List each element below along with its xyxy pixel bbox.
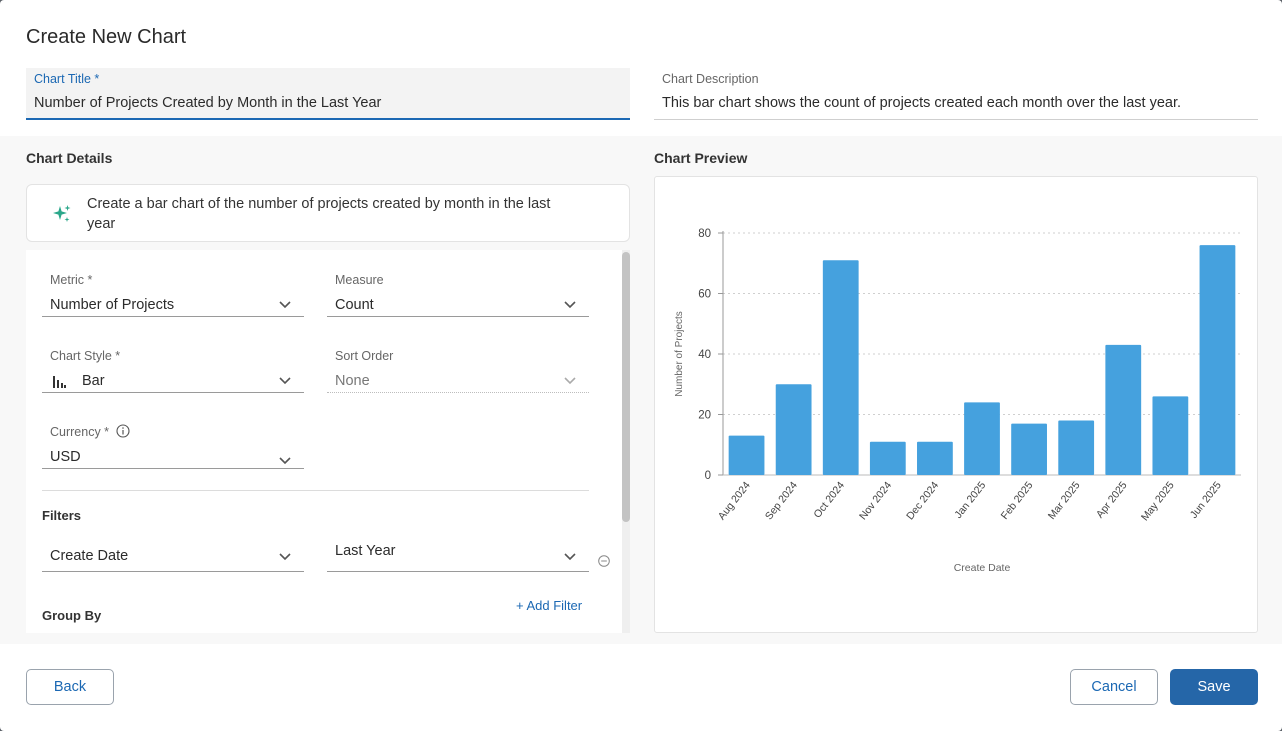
filter-value-select[interactable]: Last Year: [327, 528, 589, 572]
currency-value: USD: [50, 449, 81, 465]
bar: [822, 260, 859, 475]
chart-description-field[interactable]: Chart Description This bar chart shows t…: [654, 68, 1258, 120]
bar: [775, 384, 812, 475]
cancel-button[interactable]: Cancel: [1070, 669, 1158, 705]
x-tick-label: Oct 2024: [811, 479, 847, 520]
sort-order-label: Sort Order: [335, 349, 394, 363]
chart-title-label: Chart Title *: [34, 72, 100, 86]
ai-prompt-box: Create a bar chart of the number of proj…: [26, 184, 630, 242]
y-axis-title: Number of Projects: [674, 311, 685, 397]
bar: [1199, 245, 1236, 475]
dialog-title: Create New Chart: [26, 26, 187, 48]
chart-preview-card: 0 20 40 60 80 Aug 2024 Sep 2024 Oct 2024 Nov 202…: [654, 176, 1258, 633]
back-button[interactable]: Back: [26, 669, 114, 705]
metric-label: Metric *: [50, 273, 93, 287]
x-tick-label: Jan 2025: [952, 479, 988, 521]
bar-chart-icon: [53, 376, 66, 388]
chart-preview-heading: Chart Preview: [654, 150, 748, 166]
remove-filter-icon[interactable]: [598, 555, 610, 567]
chart-style-label: Chart Style *: [50, 349, 121, 363]
measure-label: Measure: [335, 273, 384, 287]
x-tick-label: Apr 2025: [1094, 479, 1130, 520]
add-filter-button[interactable]: + Add Filter: [516, 598, 583, 613]
sort-order-value: None: [335, 373, 370, 389]
save-button[interactable]: Save: [1170, 669, 1258, 705]
chevron-down-icon: [279, 457, 291, 465]
chart-style-select[interactable]: Chart Style * Bar: [42, 349, 304, 393]
currency-label: Currency *: [50, 425, 110, 439]
filter-field-select[interactable]: Create Date: [42, 528, 304, 572]
sparkle-icon: [53, 205, 71, 222]
bar: [728, 435, 765, 475]
chart-description-input[interactable]: This bar chart shows the count of projec…: [662, 95, 1182, 111]
filters-heading: Filters: [42, 508, 82, 523]
bar: [917, 441, 953, 475]
chevron-down-icon: [564, 377, 576, 385]
metric-value: Number of Projects: [50, 297, 175, 313]
y-tick-label: 60: [698, 289, 711, 301]
chart-description-label: Chart Description: [662, 72, 759, 86]
chart-title-field[interactable]: Chart Title * Number of Projects Created…: [26, 68, 630, 120]
chevron-down-icon: [564, 301, 576, 309]
x-tick-label: May 2025: [1139, 479, 1177, 523]
bar: [869, 441, 906, 475]
scrollbar-thumb[interactable]: [622, 252, 630, 522]
currency-select[interactable]: Currency * USD: [42, 424, 304, 469]
x-tick-label: Mar 2025: [1046, 479, 1083, 521]
sort-order-select: Sort Order None: [327, 349, 589, 393]
x-axis-title: Create Date: [954, 562, 1011, 574]
section-divider: [42, 490, 589, 491]
chevron-down-icon: [564, 553, 576, 561]
bar-chart: 0 20 40 60 80 Aug 2024 Sep 2024 Oct 2024 Nov 202…: [674, 228, 1241, 574]
chevron-down-icon: [279, 553, 291, 561]
chevron-down-icon: [279, 377, 291, 385]
chart-details-heading: Chart Details: [26, 150, 113, 166]
bar: [1011, 423, 1047, 475]
filter-field-value: Create Date: [50, 548, 129, 564]
x-tick-label: Jun 2025: [1188, 479, 1224, 521]
bar: [1152, 396, 1189, 475]
y-tick-label: 40: [698, 349, 711, 361]
bar: [1105, 344, 1142, 475]
x-tick-label: Dec 2024: [904, 479, 941, 522]
filter-value: Last Year: [335, 543, 396, 559]
bar: [964, 402, 1000, 475]
y-tick-label: 0: [705, 470, 711, 482]
measure-select[interactable]: Measure Count: [327, 273, 589, 317]
ai-prompt-text: Create a bar chart of the number of proj…: [87, 196, 551, 232]
measure-value: Count: [335, 297, 374, 313]
chevron-down-icon: [279, 301, 291, 309]
form-scrollbar[interactable]: [622, 250, 630, 633]
x-tick-label: Feb 2025: [999, 479, 1036, 521]
bar: [1058, 420, 1095, 475]
metric-select[interactable]: Metric * Number of Projects: [42, 273, 304, 317]
group-by-heading: Group By: [42, 608, 102, 623]
x-tick-label: Aug 2024: [716, 479, 753, 522]
x-tick-label: Sep 2024: [763, 479, 800, 522]
x-tick-label: Nov 2024: [857, 479, 894, 522]
chart-title-input[interactable]: Number of Projects Created by Month in t…: [34, 95, 382, 111]
y-tick-label: 80: [698, 228, 711, 240]
y-tick-label: 20: [698, 410, 711, 422]
chart-details-form: Metric * Number of Projects Measure Coun…: [26, 250, 630, 633]
chart-style-value: Bar: [82, 373, 105, 389]
info-icon[interactable]: [116, 424, 130, 438]
